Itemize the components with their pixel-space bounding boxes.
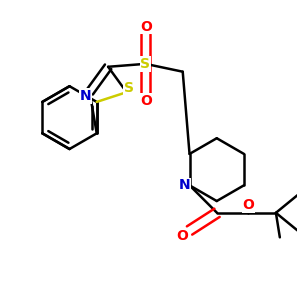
Text: O: O bbox=[140, 20, 152, 34]
Text: S: S bbox=[124, 81, 134, 95]
Text: O: O bbox=[140, 94, 152, 108]
Text: O: O bbox=[176, 230, 188, 243]
Text: O: O bbox=[242, 198, 254, 212]
Text: N: N bbox=[179, 178, 190, 192]
Text: S: S bbox=[140, 57, 150, 71]
Text: N: N bbox=[80, 89, 92, 103]
